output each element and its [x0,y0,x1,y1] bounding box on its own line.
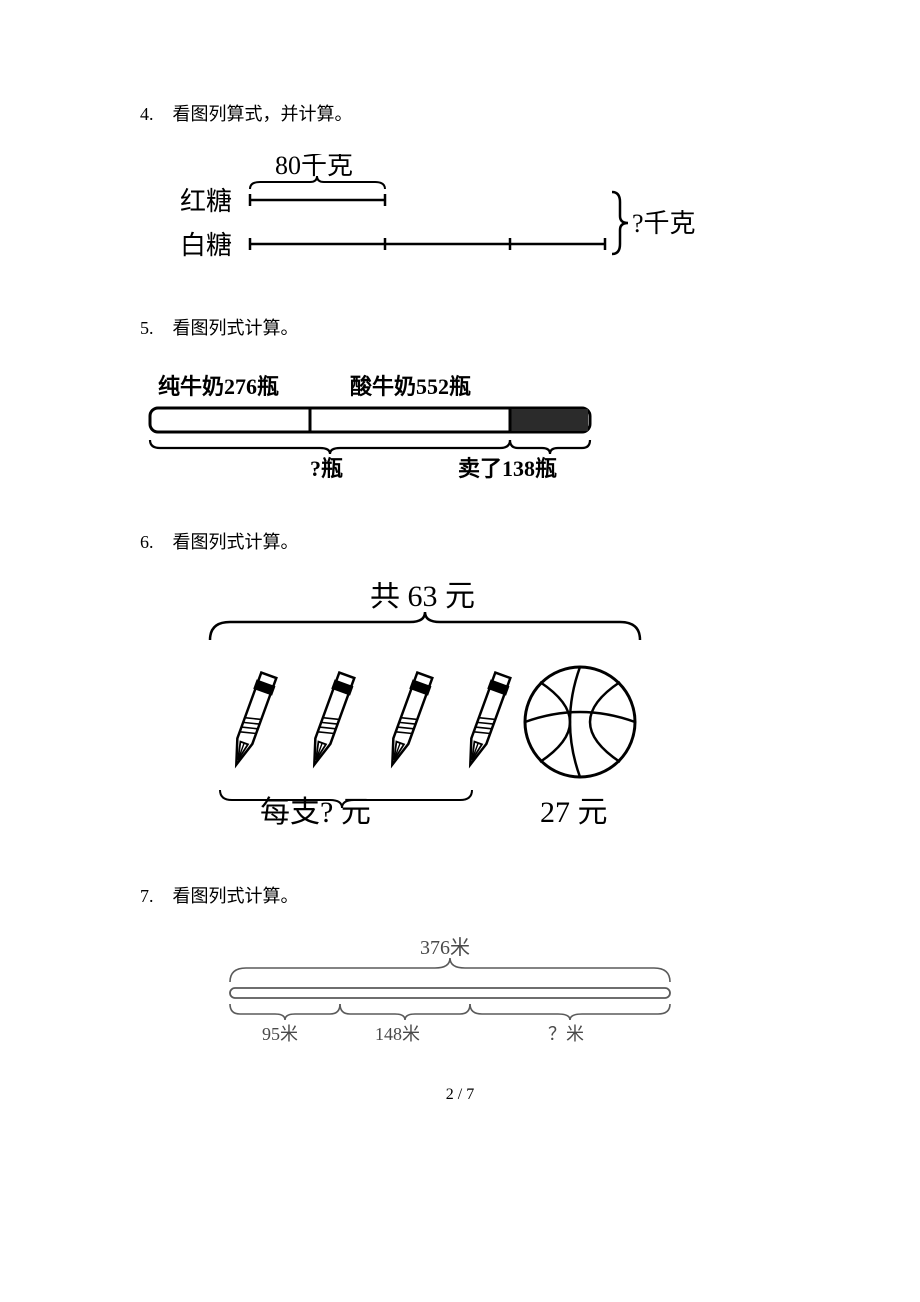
pen-icon [383,672,434,768]
q4-row2-label: 白糖 [180,231,232,260]
q4-right-brace [612,192,628,254]
q4-top-brace [250,176,385,189]
question-6-figure: 共 63 元 每支? 元 27 元 [180,582,780,842]
q6-bottom-right: 27 元 [540,796,608,829]
question-7-prompt: 7. 看图列式计算。 [140,882,780,908]
q5-bar-sold [510,409,588,431]
q4-bar-white [250,238,605,250]
question-4: 4. 看图列算式，并计算。 红糖 白糖 80千克 ?千克 [140,100,780,274]
q4-row1-label: 红糖 [180,187,232,216]
q7-seg2: 148米 [375,1024,420,1044]
q7-top-label: 376米 [420,936,470,959]
pen-icon [305,672,356,768]
q6-ball [525,667,635,777]
page-footer: 2 / 7 [140,1086,780,1104]
question-5-number: 5. [140,318,168,339]
q5-label-q: ?瓶 [310,456,343,481]
question-5-text: 看图列式计算。 [173,318,299,338]
q4-top-label: 80千克 [275,154,353,180]
question-5-figure: 纯牛奶276瓶 酸牛奶552瓶 ?瓶 卖了138瓶 [140,368,780,488]
q7-seg3: ？米 [548,1024,584,1044]
question-4-number: 4. [140,104,168,125]
question-6-prompt: 6. 看图列式计算。 [140,528,780,554]
question-4-text: 看图列算式，并计算。 [173,104,353,124]
q7-seg1: 95米 [262,1024,298,1044]
q5-label-right: 酸牛奶552瓶 [350,374,471,399]
pen-icon [461,672,512,768]
q7-top-brace [230,958,670,982]
q6-top-label: 共 63 元 [370,582,475,613]
q6-top-brace [210,612,640,640]
worksheet-page: 4. 看图列算式，并计算。 红糖 白糖 80千克 ?千克 [0,0,920,1134]
q7-brace3 [470,1004,670,1020]
q7-brace1 [230,1004,340,1020]
q7-bar [230,988,670,998]
q7-brace2 [340,1004,470,1020]
question-6-number: 6. [140,532,168,553]
q4-right-label: ?千克 [632,209,696,238]
q5-label-sold: 卖了138瓶 [458,456,557,481]
question-7-text: 看图列式计算。 [173,886,299,906]
question-7-number: 7. [140,886,168,907]
question-4-prompt: 4. 看图列算式，并计算。 [140,100,780,126]
question-5: 5. 看图列式计算。 纯牛奶276瓶 酸牛奶552瓶 ?瓶 卖了13 [140,314,780,488]
q5-label-left: 纯牛奶276瓶 [158,374,279,399]
pen-icon [227,672,278,768]
q5-brace-sold [510,440,590,454]
question-7-figure: 376米 95米 148米 ？米 [210,936,780,1046]
question-6-text: 看图列式计算。 [173,532,299,552]
question-5-prompt: 5. 看图列式计算。 [140,314,780,340]
question-4-figure: 红糖 白糖 80千克 ?千克 [160,154,780,274]
question-7: 7. 看图列式计算。 376米 95米 148米 ？米 [140,882,780,1046]
q5-brace-q [150,440,510,454]
question-6: 6. 看图列式计算。 共 63 元 每支? 元 [140,528,780,842]
q6-pens-group [227,672,512,768]
q4-bar-red [250,194,385,206]
